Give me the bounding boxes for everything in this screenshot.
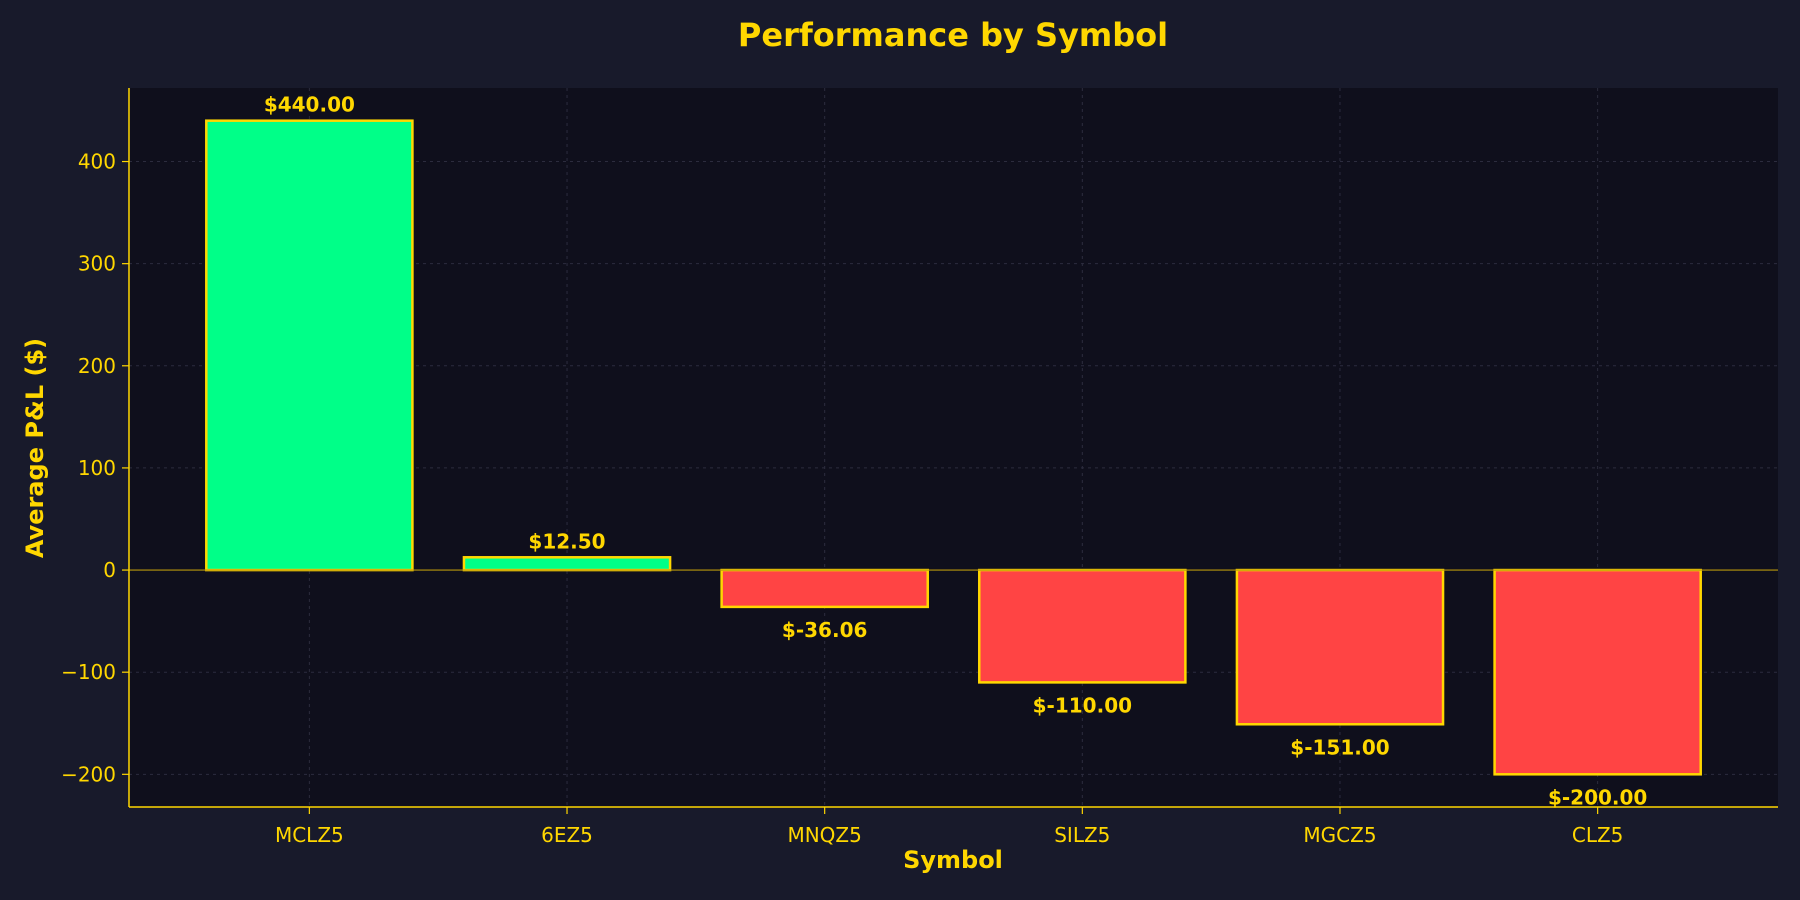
data-label: $-110.00 <box>1033 693 1132 717</box>
x-tick-label: MNQZ5 <box>787 823 861 847</box>
data-label: $-36.06 <box>782 618 867 642</box>
bars <box>205 119 1702 776</box>
y-axis-label: Average P&L ($) <box>21 338 49 558</box>
bar-mnqz5 <box>720 568 929 609</box>
data-label: $-200.00 <box>1548 785 1647 809</box>
bar-clz5 <box>1493 568 1702 776</box>
chart-title: Performance by Symbol <box>738 16 1168 54</box>
y-tick-label: 0 <box>103 558 116 582</box>
bar-6ez5 <box>462 556 672 572</box>
bar-mclz5 <box>205 119 414 572</box>
data-labels: $440.00 $12.50 $-36.06 $-110.00 $-151.00 $-20… <box>264 93 1648 810</box>
y-tick-label: 100 <box>78 456 116 480</box>
data-label: $-151.00 <box>1290 735 1389 759</box>
x-tick-label: MGCZ5 <box>1303 823 1376 847</box>
axes: −200 −100 0 100 200 300 400 MCLZ5 6EZ5 MNQZ5 SILZ5… <box>61 88 1778 847</box>
data-label: $12.50 <box>528 529 605 553</box>
x-axis-label: Symbol <box>903 846 1003 874</box>
y-tick-label: −100 <box>61 660 116 684</box>
x-tick-label: CLZ5 <box>1572 823 1624 847</box>
y-tick-label: 300 <box>78 252 116 276</box>
bar-mgcz5 <box>1235 568 1445 726</box>
bar-silz5 <box>978 568 1187 684</box>
y-tick-label: 400 <box>78 150 116 174</box>
x-tick-label: SILZ5 <box>1054 823 1110 847</box>
y-tick-label: −200 <box>61 762 116 786</box>
x-tick-label: MCLZ5 <box>275 823 344 847</box>
data-label: $440.00 <box>264 93 355 117</box>
y-tick-label: 200 <box>78 354 116 378</box>
x-tick-label: 6EZ5 <box>541 823 593 847</box>
